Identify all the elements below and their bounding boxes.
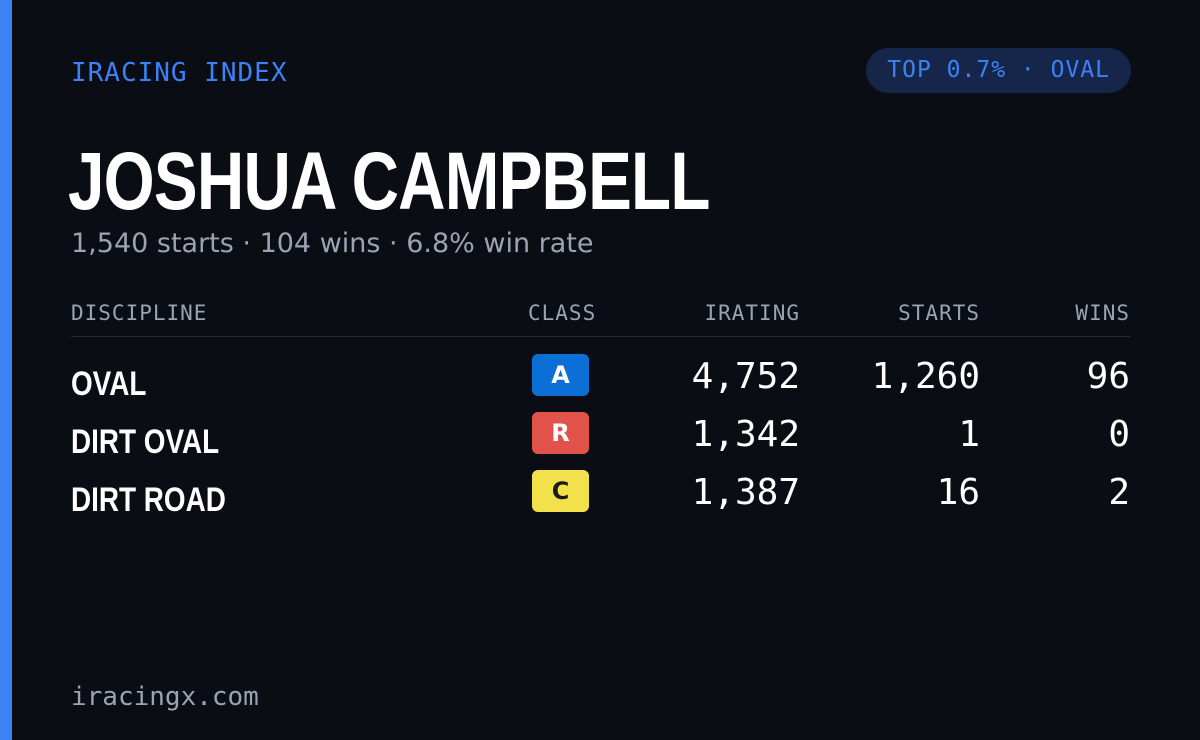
header-wins: WINS [1075,301,1130,325]
driver-summary: 1,540 starts · 104 wins · 6.8% win rate [71,228,594,259]
license-class-badge: C [532,470,589,512]
irating-value: 1,387 [691,472,800,513]
header-irating: IRATING [704,301,800,325]
rank-badge: TOP 0.7% · OVAL [866,48,1131,93]
discipline-name: OVAL [71,365,147,403]
starts-value: 16 [936,472,980,513]
table-row: OVAL A 4,752 1,260 96 [71,354,1130,412]
wins-value: 2 [1108,472,1130,513]
table-row: DIRT OVAL R 1,342 1 0 [71,412,1130,470]
brand-label: IRACING INDEX [71,58,288,88]
header-class: CLASS [528,301,597,325]
table-row: DIRT ROAD C 1,387 16 2 [71,470,1130,528]
starts-value: 1 [958,414,980,455]
accent-bar [0,0,12,740]
wins-value: 96 [1086,356,1130,397]
wins-value: 0 [1108,414,1130,455]
header-discipline: DISCIPLINE [71,301,208,325]
irating-value: 4,752 [691,356,800,397]
license-class-badge: A [532,354,589,396]
discipline-name: DIRT OVAL [71,423,220,461]
table-header: DISCIPLINE CLASS IRATING STARTS WINS [71,300,1130,337]
discipline-name: DIRT ROAD [71,481,226,519]
license-class-badge: R [532,412,589,454]
header-starts: STARTS [898,301,980,325]
starts-value: 1,260 [871,356,980,397]
site-url: iracingx.com [71,682,259,712]
irating-value: 1,342 [691,414,800,455]
driver-name: JOSHUA CAMPBELL [68,136,710,227]
